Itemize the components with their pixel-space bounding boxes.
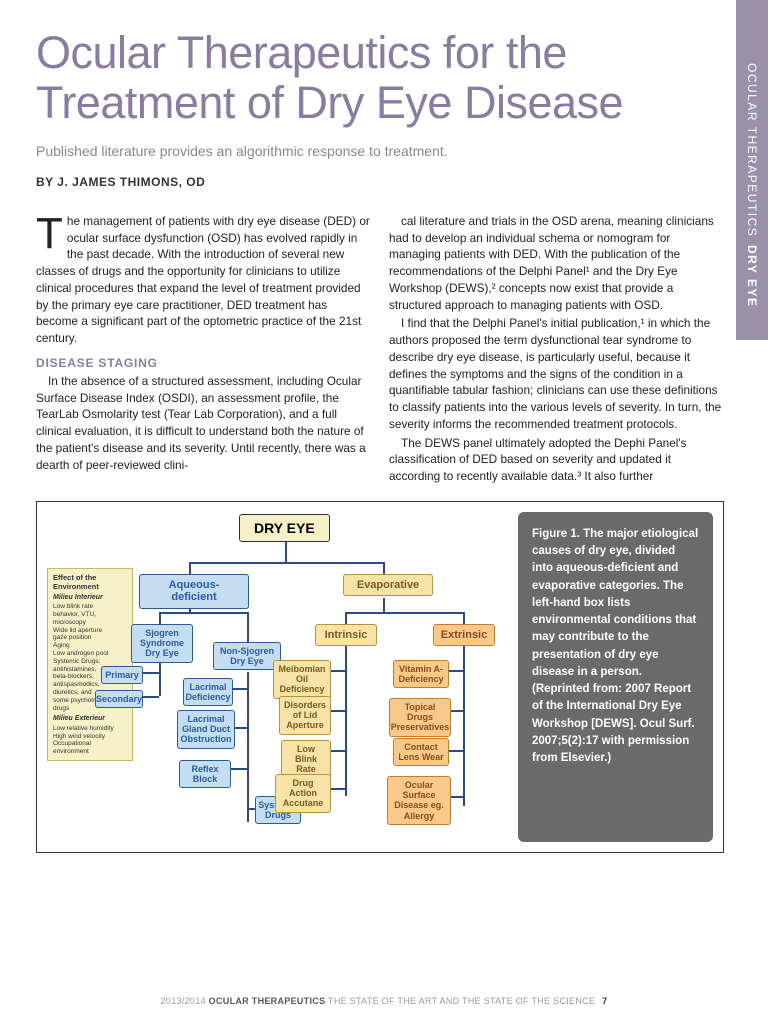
footer-bold: OCULAR THERAPEUTICS — [209, 996, 326, 1006]
node-sjogren: Sjogren Syndrome Dry Eye — [131, 624, 193, 663]
page-number: 7 — [602, 996, 607, 1006]
node-blink: Low Blink Rate — [281, 740, 331, 779]
dropcap: T — [36, 216, 63, 252]
article-byline: BY J. JAMES THIMONS, OD — [36, 175, 724, 189]
node-extrinsic: Extrinsic — [433, 624, 495, 647]
body-columns: The management of patients with dry eye … — [36, 213, 724, 487]
node-lid: Disorders of Lid Aperture — [279, 696, 331, 735]
node-meibomian: Meibomian Oil Deficiency — [273, 660, 331, 699]
node-vitamin: Vitamin A-Deficiency — [393, 660, 449, 689]
paragraph-5: The DEWS panel ultimately adopted the De… — [389, 435, 724, 485]
figure-caption: Figure 1. The major etiological causes o… — [518, 512, 713, 842]
dry-eye-diagram: Effect of the Environment Milieu Interie… — [47, 512, 508, 842]
node-evaporative: Evaporative — [343, 574, 433, 597]
node-drug-action: Drug Action Accutane — [275, 774, 331, 813]
environment-box: Effect of the Environment Milieu Interie… — [47, 568, 133, 761]
node-aqueous: Aqueous-deficient — [139, 574, 249, 609]
footer-rest: THE STATE OF THE ART AND THE STATE OF TH… — [328, 996, 595, 1006]
node-nonsjogren: Non-Sjogren Dry Eye — [213, 642, 281, 671]
node-lacrimal-def: Lacrimal Deficiency — [183, 678, 233, 707]
node-lacrimal-obs: Lacrimal Gland Duct Obstruction — [177, 710, 235, 749]
node-lens: Contact Lens Wear — [393, 738, 449, 767]
footer-year: 2013/2014 — [161, 996, 206, 1006]
paragraph-4: I find that the Delphi Panel's initial p… — [389, 315, 724, 432]
article-subtitle: Published literature provides an algorit… — [36, 143, 724, 159]
node-reflex: Reflex Block — [179, 760, 231, 789]
node-allergy: Ocular Surface Disease eg. Allergy — [387, 776, 451, 825]
article-title: Ocular Therapeutics for the Treatment of… — [36, 28, 724, 129]
paragraph-1: The management of patients with dry eye … — [36, 213, 371, 347]
node-primary: Primary — [101, 666, 143, 684]
paragraph-3: cal literature and trials in the OSD are… — [389, 213, 724, 314]
figure-1: Effect of the Environment Milieu Interie… — [36, 501, 724, 853]
paragraph-2: In the absence of a structured assessmen… — [36, 373, 371, 474]
section-heading: DISEASE STAGING — [36, 355, 371, 372]
page-footer: 2013/2014 OCULAR THERAPEUTICS THE STATE … — [0, 996, 768, 1006]
node-root: DRY EYE — [239, 514, 330, 542]
node-topical: Topical Drugs Preservatives — [389, 698, 451, 737]
node-secondary: Secondary — [95, 690, 143, 708]
node-intrinsic: Intrinsic — [315, 624, 377, 647]
